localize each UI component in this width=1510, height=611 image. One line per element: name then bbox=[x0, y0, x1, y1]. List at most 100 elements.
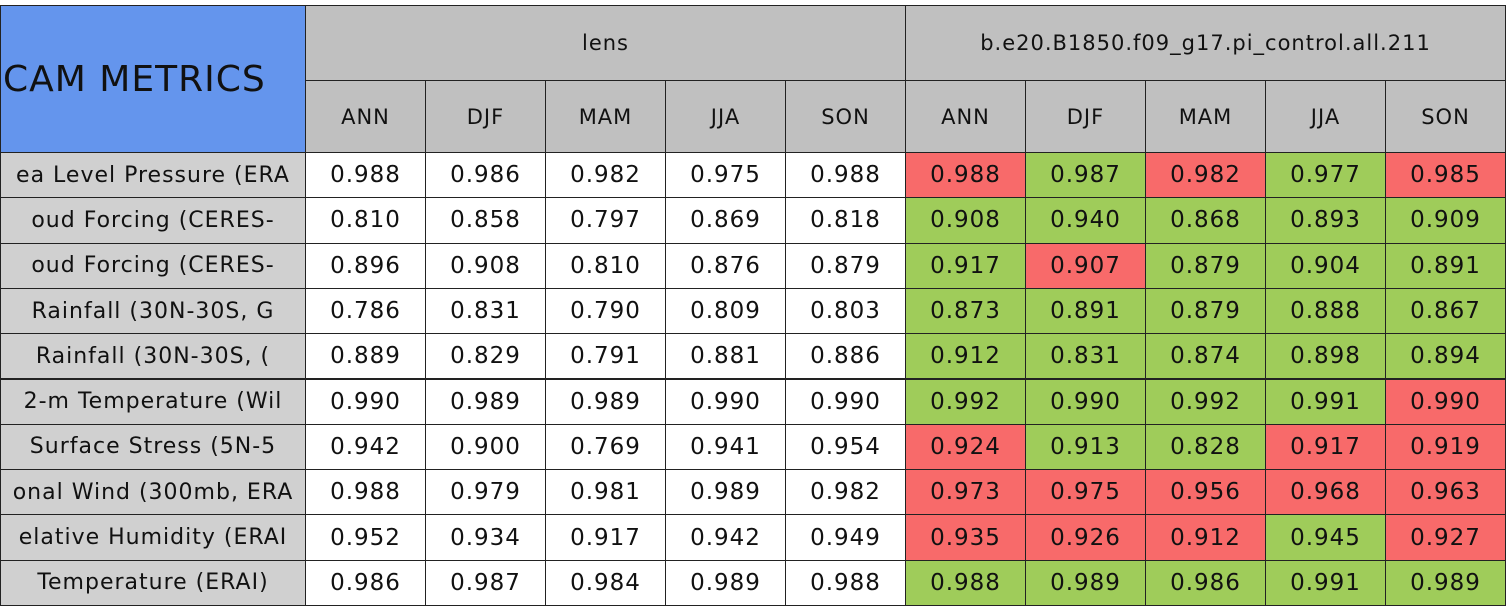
value-cell: 0.982 bbox=[1145, 152, 1266, 199]
value-cell: 0.786 bbox=[305, 287, 426, 335]
row-label: ea Level Pressure (ERA bbox=[0, 152, 306, 199]
value-cell: 0.989 bbox=[665, 469, 786, 516]
value-cell: 0.809 bbox=[665, 287, 786, 335]
column-header: SON bbox=[785, 80, 906, 153]
value-cell: 0.956 bbox=[1145, 469, 1266, 516]
value-cell: 0.917 bbox=[905, 242, 1026, 289]
value-cell: 0.894 bbox=[1385, 333, 1506, 380]
value-cell: 0.904 bbox=[1265, 242, 1386, 289]
value-cell: 0.889 bbox=[305, 333, 426, 380]
value-cell: 0.869 bbox=[665, 197, 786, 244]
value-cell: 0.896 bbox=[305, 242, 426, 289]
value-cell: 0.982 bbox=[785, 469, 906, 516]
value-cell: 0.858 bbox=[425, 197, 546, 244]
value-cell: 0.769 bbox=[545, 423, 666, 471]
value-cell: 0.954 bbox=[785, 423, 906, 471]
value-cell: 0.881 bbox=[665, 333, 786, 380]
value-cell: 0.917 bbox=[1265, 423, 1386, 471]
value-cell: 0.791 bbox=[545, 333, 666, 380]
column-header: JJA bbox=[665, 80, 786, 153]
column-header: JJA bbox=[1265, 80, 1386, 153]
value-cell: 0.831 bbox=[425, 287, 546, 335]
value-cell: 0.829 bbox=[425, 333, 546, 380]
column-header: MAM bbox=[545, 80, 666, 153]
column-header: DJF bbox=[1025, 80, 1146, 153]
value-cell: 0.810 bbox=[305, 197, 426, 244]
value-cell: 0.908 bbox=[425, 242, 546, 289]
value-cell: 0.984 bbox=[545, 559, 666, 606]
group-header: b.e20.B1850.f09_g17.pi_control.all.211 bbox=[905, 5, 1506, 81]
value-cell: 0.924 bbox=[905, 423, 1026, 471]
value-cell: 0.986 bbox=[1145, 559, 1266, 606]
value-cell: 0.992 bbox=[905, 378, 1026, 425]
value-cell: 0.982 bbox=[545, 152, 666, 199]
row-label: 2-m Temperature (Wil bbox=[0, 378, 306, 425]
value-cell: 0.989 bbox=[1025, 559, 1146, 606]
value-cell: 0.790 bbox=[545, 287, 666, 335]
value-cell: 0.900 bbox=[425, 423, 546, 471]
value-cell: 0.986 bbox=[305, 559, 426, 606]
value-cell: 0.981 bbox=[545, 469, 666, 516]
row-label: Rainfall (30N-30S, G bbox=[0, 287, 306, 335]
row-label: Rainfall (30N-30S, ( bbox=[0, 333, 306, 380]
value-cell: 0.987 bbox=[425, 559, 546, 606]
value-cell: 0.934 bbox=[425, 514, 546, 561]
value-cell: 0.913 bbox=[1025, 423, 1146, 471]
row-label: oud Forcing (CERES- bbox=[0, 242, 306, 289]
value-cell: 0.909 bbox=[1385, 197, 1506, 244]
value-cell: 0.831 bbox=[1025, 333, 1146, 380]
value-cell: 0.873 bbox=[905, 287, 1026, 335]
value-cell: 0.898 bbox=[1265, 333, 1386, 380]
value-cell: 0.992 bbox=[1145, 378, 1266, 425]
value-cell: 0.989 bbox=[545, 378, 666, 425]
value-cell: 0.973 bbox=[905, 469, 1026, 516]
value-cell: 0.876 bbox=[665, 242, 786, 289]
column-header: ANN bbox=[905, 80, 1026, 153]
value-cell: 0.935 bbox=[905, 514, 1026, 561]
value-cell: 0.979 bbox=[425, 469, 546, 516]
value-cell: 0.991 bbox=[1265, 559, 1386, 606]
row-label: oud Forcing (CERES- bbox=[0, 197, 306, 244]
row-label: elative Humidity (ERAI bbox=[0, 514, 306, 561]
value-cell: 0.990 bbox=[1385, 378, 1506, 425]
value-cell: 0.949 bbox=[785, 514, 906, 561]
value-cell: 0.988 bbox=[785, 152, 906, 199]
value-cell: 0.810 bbox=[545, 242, 666, 289]
value-cell: 0.985 bbox=[1385, 152, 1506, 199]
value-cell: 0.917 bbox=[545, 514, 666, 561]
value-cell: 0.818 bbox=[785, 197, 906, 244]
value-cell: 0.874 bbox=[1145, 333, 1266, 380]
column-header: SON bbox=[1385, 80, 1506, 153]
value-cell: 0.940 bbox=[1025, 197, 1146, 244]
value-cell: 0.907 bbox=[1025, 242, 1146, 289]
value-cell: 0.975 bbox=[665, 152, 786, 199]
value-cell: 0.988 bbox=[305, 469, 426, 516]
column-header: MAM bbox=[1145, 80, 1266, 153]
value-cell: 0.919 bbox=[1385, 423, 1506, 471]
value-cell: 0.797 bbox=[545, 197, 666, 244]
value-cell: 0.867 bbox=[1385, 287, 1506, 335]
value-cell: 0.968 bbox=[1265, 469, 1386, 516]
value-cell: 0.891 bbox=[1025, 287, 1146, 335]
value-cell: 0.952 bbox=[305, 514, 426, 561]
value-cell: 0.879 bbox=[785, 242, 906, 289]
value-cell: 0.990 bbox=[665, 378, 786, 425]
value-cell: 0.988 bbox=[305, 152, 426, 199]
value-cell: 0.963 bbox=[1385, 469, 1506, 516]
value-cell: 0.868 bbox=[1145, 197, 1266, 244]
value-cell: 0.945 bbox=[1265, 514, 1386, 561]
row-label: Temperature (ERAI) bbox=[0, 559, 306, 606]
value-cell: 0.879 bbox=[1145, 287, 1266, 335]
column-header: DJF bbox=[425, 80, 546, 153]
value-cell: 0.989 bbox=[665, 559, 786, 606]
row-label: onal Wind (300mb, ERA bbox=[0, 469, 306, 516]
value-cell: 0.926 bbox=[1025, 514, 1146, 561]
title-cell: CAM METRICS bbox=[0, 5, 306, 153]
value-cell: 0.990 bbox=[785, 378, 906, 425]
value-cell: 0.989 bbox=[1385, 559, 1506, 606]
value-cell: 0.989 bbox=[425, 378, 546, 425]
value-cell: 0.912 bbox=[1145, 514, 1266, 561]
column-header: ANN bbox=[305, 80, 426, 153]
value-cell: 0.975 bbox=[1025, 469, 1146, 516]
value-cell: 0.990 bbox=[1025, 378, 1146, 425]
